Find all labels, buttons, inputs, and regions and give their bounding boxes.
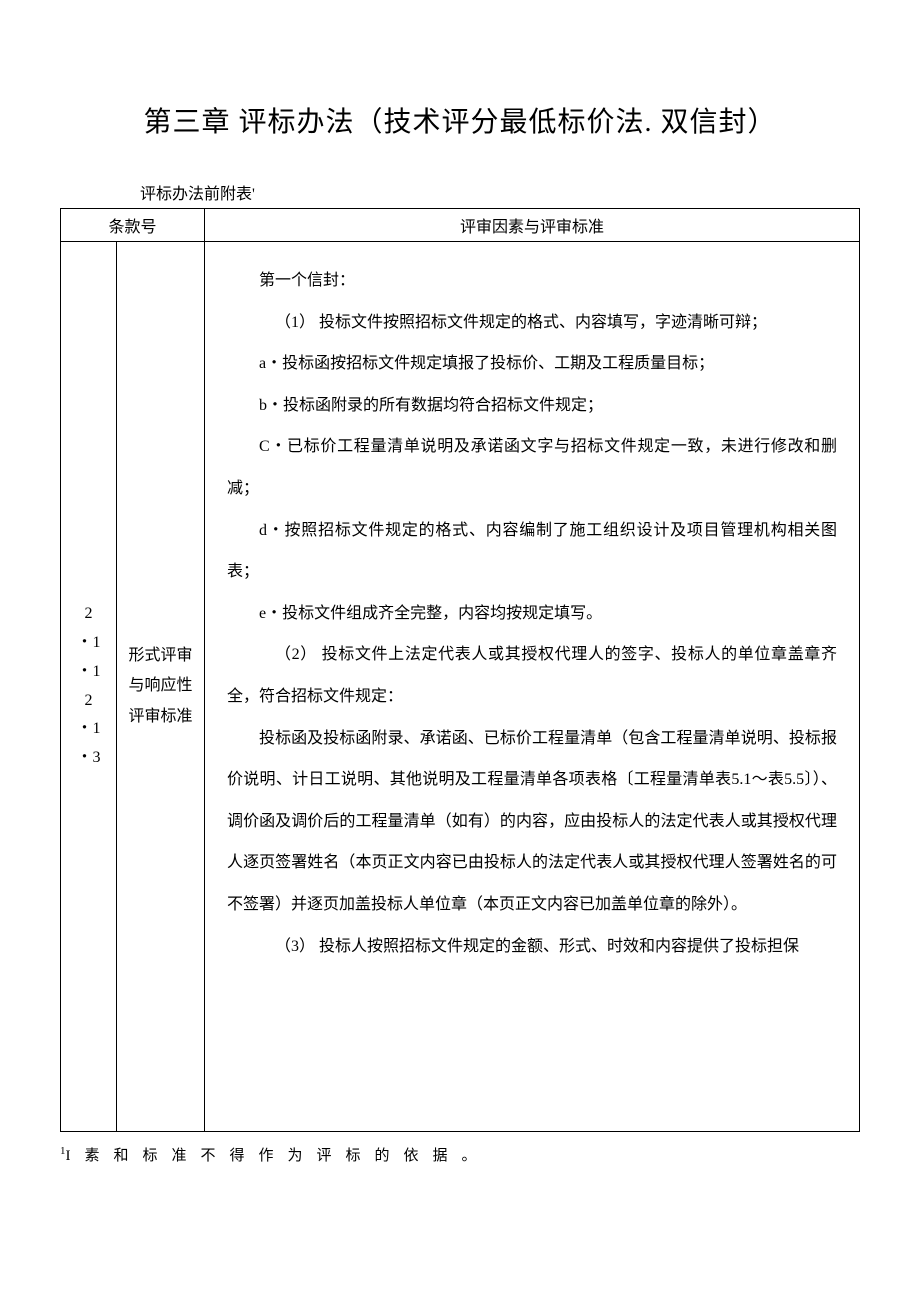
header-criteria: 评审因素与评审标准 (205, 209, 860, 242)
clause-num-line: ・1 (63, 629, 114, 658)
content-line: （3） 投标人按照招标文件规定的金额、形式、时效和内容提供了投标担保 (227, 926, 837, 968)
content-line: e・投标文件组成齐全完整，内容均按规定填写。 (227, 593, 837, 635)
clause-num-line: 2 (63, 600, 114, 629)
evaluation-table: 条款号 评审因素与评审标准 2 ・1 ・1 2 ・1 ・3 形式评审与响应性评审… (60, 208, 860, 1132)
content-line: C・已标价工程量清单说明及承诺函文字与招标文件规定一致，未进行修改和删减； (227, 426, 837, 509)
table-caption: 评标办法前附表' (140, 180, 860, 204)
content-line: b・投标函附录的所有数据均符合招标文件规定； (227, 385, 837, 427)
content-line: 投标函及投标函附录、承诺函、已标价工程量清单（包含工程量清单说明、投标报价说明、… (227, 718, 837, 926)
clause-num-line: ・1 (63, 715, 114, 744)
content-line: a・投标函按招标文件规定填报了投标价、工期及工程质量目标； (227, 343, 837, 385)
content-line: 第一个信封： (227, 260, 837, 302)
clause-type-cell: 形式评审与响应性评审标准 (117, 242, 205, 1132)
clause-num-line: 2 (63, 687, 114, 716)
content-line: d・按照招标文件规定的格式、内容编制了施工组织设计及项目管理机构相关图表； (227, 510, 837, 593)
content-line: （1） 投标文件按照招标文件规定的格式、内容填写，字迹清晰可辩； (227, 302, 837, 344)
table-header-row: 条款号 评审因素与评审标准 (61, 209, 860, 242)
chapter-title: 第三章 评标办法（技术评分最低标价法. 双信封） (60, 100, 860, 140)
content-line: （2） 投标文件上法定代表人或其授权代理人的签字、投标人的单位章盖章齐全，符合招… (227, 634, 837, 717)
footnote-text: I素和标准不得作为评标的依据。 (66, 1148, 491, 1164)
footnote: 1I素和标准不得作为评标的依据。 (60, 1144, 860, 1165)
header-clause-no: 条款号 (61, 209, 205, 242)
clause-num-line: ・3 (63, 744, 114, 773)
clause-number-cell: 2 ・1 ・1 2 ・1 ・3 (61, 242, 117, 1132)
table-row: 2 ・1 ・1 2 ・1 ・3 形式评审与响应性评审标准 第一个信封： （1） … (61, 242, 860, 1132)
clause-num-line: ・1 (63, 658, 114, 687)
criteria-content-cell: 第一个信封： （1） 投标文件按照招标文件规定的格式、内容填写，字迹清晰可辩； … (205, 242, 860, 1132)
